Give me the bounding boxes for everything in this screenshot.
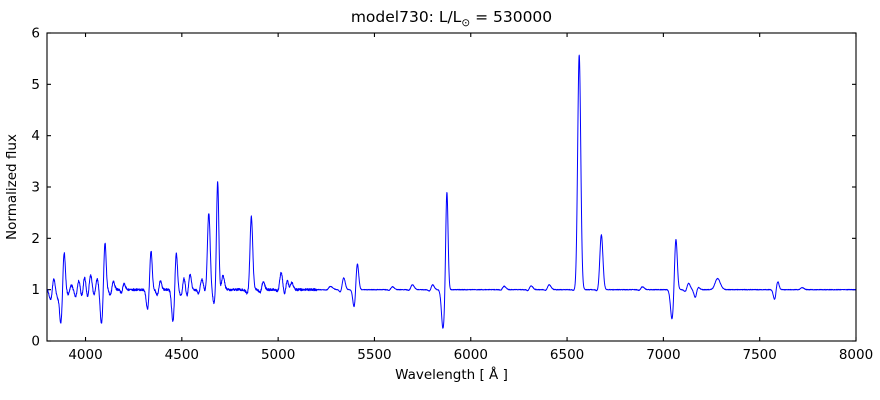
y-axis-label: Normalized flux [4,134,20,240]
x-tick-label: 7000 [646,347,680,363]
y-tick-label: 3 [31,180,40,196]
y-axis-tick-labels: 0 1 2 3 4 5 6 [31,26,40,350]
x-tick-label: 6500 [550,347,584,363]
spectrum-line [47,54,856,329]
x-tick-label: 6000 [454,347,488,363]
x-tick-label: 5000 [261,347,295,363]
spectrum-series-layer [47,54,856,329]
x-axis-tick-labels: 4000 4500 5000 5500 6000 6500 7000 7500 8000 [68,347,873,363]
y-tick-label: 6 [31,26,40,42]
y-tick-label: 4 [31,128,40,144]
chart-title: model730: L/L⊙ = 530000 [351,8,552,29]
x-tick-label: 4000 [68,347,102,363]
y-tick-label: 2 [31,231,40,247]
x-tick-label: 5500 [357,347,391,363]
y-tick-label: 1 [31,282,40,298]
x-tick-label: 4500 [165,347,199,363]
y-tick-label: 5 [31,77,40,93]
y-tick-label: 0 [31,334,40,350]
x-tick-label: 7500 [743,347,777,363]
x-axis-label: Wavelength [ Å ] [395,366,508,383]
axes-frame [46,32,857,342]
x-tick-label: 8000 [839,347,873,363]
